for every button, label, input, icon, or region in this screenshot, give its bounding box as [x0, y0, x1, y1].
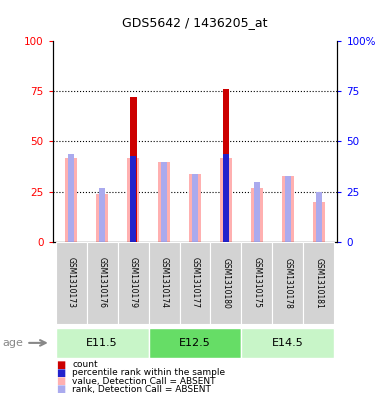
Bar: [66, 158, 77, 242]
Bar: [179, 242, 211, 324]
Text: GSM1310179: GSM1310179: [129, 257, 138, 309]
Text: GSM1310175: GSM1310175: [252, 257, 261, 309]
Bar: [56, 242, 87, 324]
Text: ■: ■: [57, 384, 66, 393]
Bar: [192, 174, 198, 242]
Bar: [223, 89, 229, 242]
Bar: [313, 202, 324, 242]
Bar: [149, 328, 241, 358]
Bar: [149, 242, 179, 324]
Text: GSM1310180: GSM1310180: [222, 257, 230, 309]
Bar: [285, 176, 291, 242]
Bar: [211, 242, 241, 324]
Text: E12.5: E12.5: [179, 338, 211, 348]
Bar: [96, 194, 108, 242]
Bar: [130, 156, 136, 242]
Bar: [189, 174, 201, 242]
Bar: [158, 162, 170, 242]
Text: ■: ■: [57, 368, 66, 378]
Text: GSM1310174: GSM1310174: [160, 257, 168, 309]
Bar: [316, 191, 322, 242]
Text: GSM1310178: GSM1310178: [284, 257, 292, 309]
Bar: [127, 158, 139, 242]
Text: value, Detection Call = ABSENT: value, Detection Call = ABSENT: [72, 377, 216, 386]
Bar: [99, 187, 105, 242]
Text: percentile rank within the sample: percentile rank within the sample: [72, 369, 225, 377]
Bar: [161, 162, 167, 242]
Text: rank, Detection Call = ABSENT: rank, Detection Call = ABSENT: [72, 385, 211, 393]
Bar: [254, 182, 260, 242]
Bar: [272, 242, 303, 324]
Bar: [303, 242, 334, 324]
Text: E11.5: E11.5: [86, 338, 118, 348]
Bar: [130, 97, 136, 242]
Text: count: count: [72, 360, 98, 369]
Bar: [87, 242, 118, 324]
Bar: [130, 154, 136, 242]
Text: E14.5: E14.5: [272, 338, 304, 348]
Text: GSM1310181: GSM1310181: [314, 257, 323, 309]
Text: GSM1310173: GSM1310173: [67, 257, 76, 309]
Bar: [282, 176, 294, 242]
Bar: [223, 154, 229, 242]
Text: GSM1310177: GSM1310177: [190, 257, 200, 309]
Bar: [68, 154, 74, 242]
Bar: [241, 328, 334, 358]
Text: ■: ■: [57, 376, 66, 386]
Bar: [241, 242, 272, 324]
Text: GSM1310176: GSM1310176: [98, 257, 106, 309]
Text: ■: ■: [57, 360, 66, 370]
Bar: [223, 154, 229, 242]
Bar: [118, 242, 149, 324]
Text: age: age: [2, 338, 23, 348]
Bar: [56, 328, 149, 358]
Bar: [220, 158, 232, 242]
Text: GDS5642 / 1436205_at: GDS5642 / 1436205_at: [122, 16, 268, 29]
Bar: [251, 187, 263, 242]
